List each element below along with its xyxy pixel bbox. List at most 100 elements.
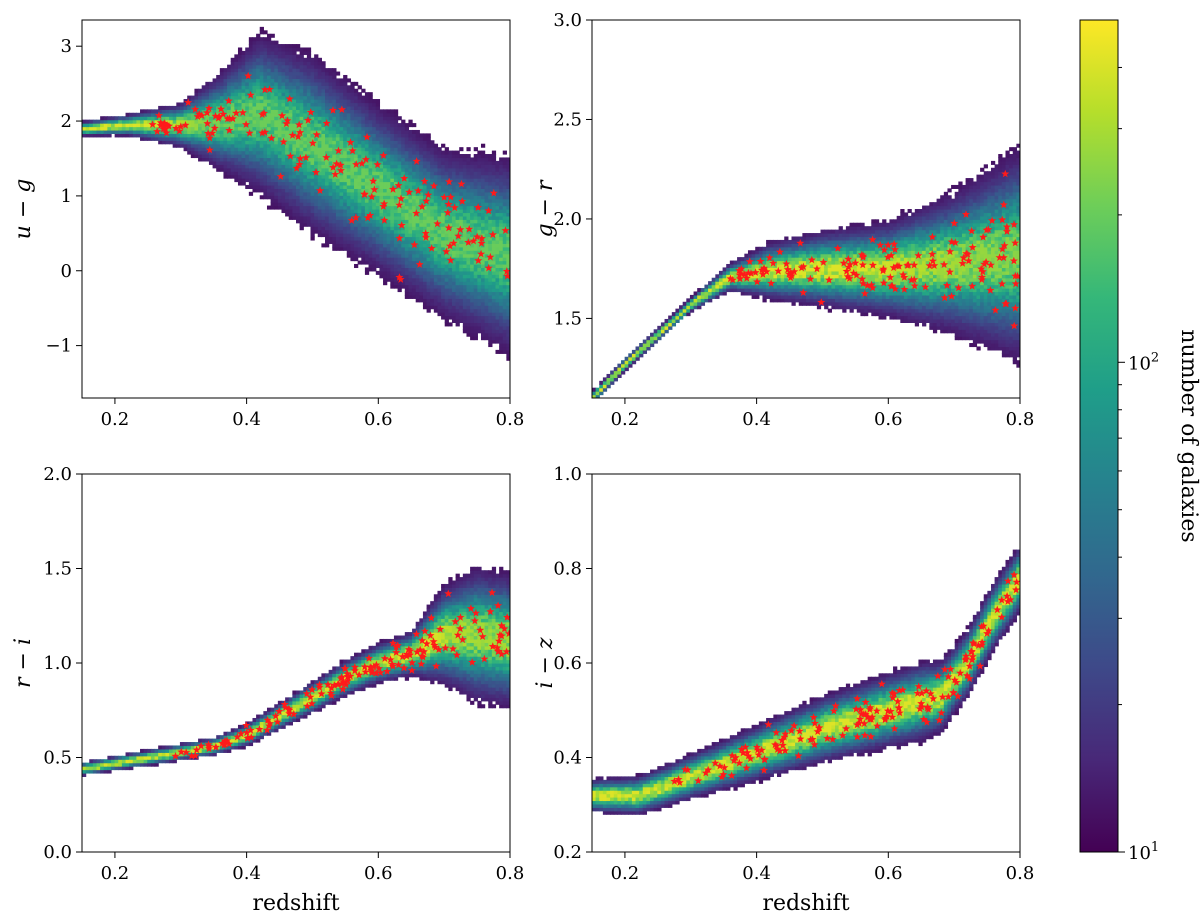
- heatmap-cell: [426, 270, 431, 275]
- heatmap-cell: [335, 102, 341, 107]
- heatmap-cell: [198, 99, 203, 104]
- heatmap-cell: [368, 140, 373, 145]
- heatmap-cell: [306, 95, 312, 100]
- heatmap-cell: [263, 143, 268, 148]
- heatmap-cell: [368, 95, 373, 100]
- heatmap-cell: [140, 123, 145, 128]
- heatmap-cell: [350, 209, 355, 214]
- heatmap-cell: [281, 105, 286, 110]
- heatmap-cell: [455, 195, 460, 200]
- sample-star: [394, 181, 403, 189]
- heatmap-cell: [368, 215, 373, 220]
- heatmap-cell: [415, 253, 420, 258]
- heatmap-cell: [234, 99, 239, 104]
- heatmap-cell: [484, 191, 489, 196]
- heatmap-cell: [194, 150, 199, 155]
- heatmap-cell: [613, 373, 618, 378]
- heatmap-cell: [470, 253, 475, 258]
- heatmap-cell: [758, 246, 764, 251]
- heatmap-cell: [248, 47, 254, 52]
- heatmap-cell: [277, 61, 283, 66]
- heatmap-cell: [470, 167, 475, 172]
- heatmap-cell: [292, 164, 297, 169]
- heatmap-cell: [357, 109, 362, 114]
- heatmap-cell: [328, 105, 333, 110]
- heatmap-cell: [259, 85, 264, 90]
- heatmap-cell: [303, 205, 308, 210]
- heatmap-cell: [256, 119, 261, 124]
- heatmap-cell: [343, 154, 348, 159]
- heatmap-cell: [100, 123, 105, 128]
- heatmap-cell: [277, 133, 283, 138]
- heatmap-cell: [635, 346, 640, 351]
- heatmap-cell: [422, 281, 428, 286]
- heatmap-cell: [259, 184, 264, 189]
- heatmap-cell: [502, 171, 507, 176]
- heatmap-cell: [372, 160, 377, 165]
- heatmap-cell: [408, 136, 413, 141]
- heatmap-cell: [132, 112, 138, 117]
- heatmap-cell: [306, 64, 312, 69]
- heatmap-cell: [89, 129, 94, 134]
- heatmap-cell: [292, 68, 297, 73]
- heatmap-cell: [292, 174, 297, 179]
- heatmap-cell: [473, 212, 478, 217]
- heatmap-cell: [397, 209, 402, 214]
- heatmap-cell: [668, 318, 673, 323]
- heatmap-cell: [412, 274, 417, 279]
- heatmap-cell: [303, 160, 308, 165]
- heatmap-cell: [433, 160, 439, 165]
- heatmap-cell: [306, 129, 312, 134]
- heatmap-cell: [125, 123, 130, 128]
- heatmap-cell: [364, 267, 370, 272]
- heatmap-cell: [335, 99, 341, 104]
- heatmap-cell: [314, 178, 319, 183]
- heatmap-cell: [223, 71, 228, 76]
- heatmap-cell: [321, 88, 326, 93]
- heatmap-cell: [335, 243, 341, 248]
- heatmap-cell: [747, 284, 753, 289]
- heatmap-cell: [227, 109, 232, 114]
- heatmap-cell: [484, 243, 489, 248]
- heatmap-cell: [364, 92, 370, 97]
- heatmap-cell: [303, 105, 308, 110]
- heatmap-cell: [455, 219, 460, 224]
- heatmap-cell: [205, 157, 210, 162]
- heatmap-cell: [477, 178, 482, 183]
- heatmap-cell: [506, 288, 510, 293]
- heatmap-cell: [441, 209, 446, 214]
- heatmap-cell: [219, 147, 225, 152]
- heatmap-cell: [234, 143, 239, 148]
- heatmap-cell: [386, 219, 391, 224]
- heatmap-cell: [296, 154, 301, 159]
- heatmap-cell: [491, 284, 497, 289]
- heatmap-cell: [404, 215, 410, 220]
- heatmap-cell: [296, 215, 301, 220]
- heatmap-cell: [499, 315, 504, 320]
- heatmap-cell: [473, 191, 478, 196]
- heatmap-cell: [393, 260, 399, 265]
- heatmap-cell: [419, 253, 424, 258]
- heatmap-cell: [383, 171, 388, 176]
- heatmap-cell: [328, 81, 333, 86]
- heatmap-cell: [499, 263, 504, 269]
- heatmap-cell: [92, 129, 98, 134]
- heatmap-cell: [448, 294, 453, 299]
- heatmap-cell: [230, 61, 235, 66]
- heatmap-cell: [437, 294, 442, 299]
- heatmap-cell: [368, 198, 373, 203]
- heatmap-cell: [303, 68, 308, 73]
- heatmap-cell: [288, 174, 293, 179]
- heatmap-cell: [401, 195, 406, 200]
- heatmap-cell: [433, 171, 439, 176]
- heatmap-cell: [470, 277, 475, 282]
- heatmap-cell: [317, 195, 322, 200]
- heatmap-cell: [401, 212, 406, 217]
- heatmap-cell: [473, 219, 478, 224]
- heatmap-cell: [459, 174, 464, 179]
- heatmap-cell: [408, 157, 413, 162]
- heatmap-cell: [412, 236, 417, 241]
- heatmap-cell: [372, 229, 377, 234]
- heatmap-cell: [462, 318, 468, 323]
- heatmap-cell: [212, 105, 217, 110]
